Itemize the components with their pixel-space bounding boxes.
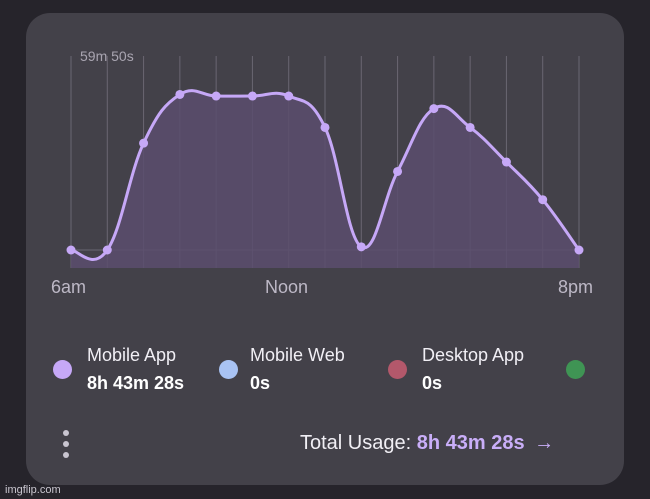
mobile-web-legend-dot (219, 360, 238, 379)
data-point (356, 242, 366, 252)
data-point (501, 157, 511, 167)
data-point (175, 89, 185, 99)
x-tick-label-noon: Noon (265, 277, 309, 297)
total-usage-value[interactable]: 8h 43m 28s (416, 432, 525, 454)
mobile-app-legend-value: 8h 43m 28s (87, 373, 185, 393)
total-usage: Total Usage: 8h 43m 28s → (300, 432, 554, 455)
desktop-app-legend-value: 0s (422, 373, 443, 393)
mobile-web-legend-label: Mobile Web (250, 345, 345, 365)
data-point (102, 245, 112, 255)
watermark: imgflip.com (5, 484, 61, 496)
desktop-app-legend-dot (388, 360, 407, 379)
arrow-right-icon[interactable]: → (534, 432, 555, 454)
y-max-label: 59m 50s (80, 48, 134, 64)
data-point (393, 166, 403, 176)
data-point (538, 195, 548, 205)
series-line (70, 89, 581, 261)
data-point (139, 138, 149, 148)
mobile-app-legend-dot (53, 360, 72, 379)
data-point (429, 104, 439, 114)
data-point (247, 91, 257, 101)
total-usage-label: Total Usage: (300, 432, 412, 454)
mobile-web-legend-value: 0s (250, 373, 271, 393)
more-options-icon[interactable] (58, 428, 74, 460)
mobile-app-legend-label: Mobile App (87, 345, 177, 365)
x-tick-label-start: 6am (51, 277, 87, 297)
usage-chart (66, 56, 584, 268)
series-area (71, 90, 579, 268)
x-tick-label-end: 8pm (558, 277, 594, 297)
data-point (211, 91, 221, 101)
data-point (66, 245, 76, 255)
data-point (320, 122, 330, 132)
desktop-app-legend-label: Desktop App (422, 345, 525, 365)
data-point (465, 122, 475, 132)
other-legend-dot (566, 360, 585, 379)
data-point (574, 245, 584, 255)
data-point (284, 91, 294, 101)
